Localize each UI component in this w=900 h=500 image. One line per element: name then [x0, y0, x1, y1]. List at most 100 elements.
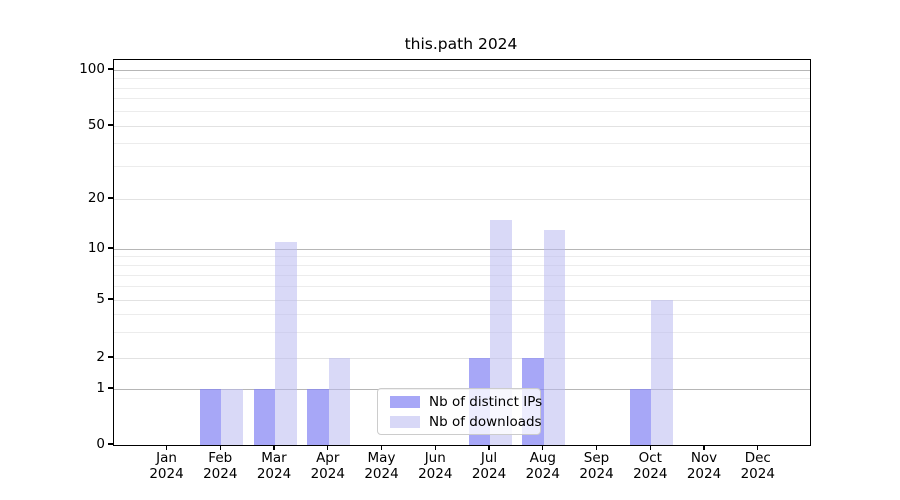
x-tick-mark-may: [380, 445, 383, 450]
x-tick-mark-aug: [542, 445, 544, 450]
x-tick-month: Jan: [156, 450, 177, 466]
x-tick-year: 2024: [203, 465, 238, 482]
x-tick-month: Feb: [208, 450, 233, 466]
x-tick-year: 2024: [418, 465, 453, 482]
x-tick-month: Nov: [690, 450, 718, 466]
x-tick-mark-jan: [165, 445, 168, 450]
y-tick-mark-1: [108, 387, 113, 389]
x-tick-year: 2024: [579, 465, 614, 482]
legend-swatch-downloads: [390, 415, 420, 428]
gridline-y-7: [114, 274, 810, 276]
plot-area: Nb of distinct IPs Nb of downloads: [113, 59, 811, 446]
bar-downloads-aug: [543, 230, 566, 445]
x-tick-month: Aug: [529, 450, 556, 466]
x-tick-label-sep: Sep 2024: [567, 450, 627, 482]
x-tick-label-oct: Oct 2024: [620, 450, 680, 482]
y-tick-label-0: 0: [96, 436, 105, 452]
x-tick-label-jul: Jul 2024: [459, 450, 519, 482]
gridline-y-80: [114, 87, 810, 89]
gridline-y-60: [114, 110, 810, 112]
x-tick-label-nov: Nov 2024: [674, 450, 734, 482]
legend-label-downloads: Nb of downloads: [429, 413, 542, 430]
x-tick-label-apr: Apr 2024: [298, 450, 358, 482]
x-tick-mark-feb: [219, 445, 221, 450]
y-tick-mark-2: [108, 356, 113, 358]
x-tick-mark-oct: [649, 445, 651, 450]
x-tick-month: Dec: [744, 450, 771, 466]
gridline-y-100: [114, 69, 810, 71]
x-tick-label-aug: Aug 2024: [513, 450, 573, 482]
x-tick-month: Jun: [424, 450, 446, 466]
bar-downloads-feb: [221, 389, 243, 445]
x-tick-month: May: [367, 450, 396, 466]
y-tick-label-20: 20: [87, 190, 105, 206]
x-tick-year: 2024: [633, 465, 668, 482]
gridline-y-50: [114, 125, 810, 127]
legend-label-distinct-ips: Nb of distinct IPs: [429, 393, 543, 410]
bar-distinct-ips-oct: [629, 389, 652, 445]
y-tick-mark-20: [108, 197, 113, 199]
y-tick-label-1: 1: [96, 380, 105, 396]
x-tick-label-jan: Jan 2024: [137, 450, 197, 482]
chart-title: this.path 2024: [404, 35, 518, 53]
gridline-y-9: [114, 256, 810, 258]
x-tick-year: 2024: [149, 465, 184, 482]
gridline-y-90: [114, 78, 810, 80]
y-tick-label-100: 100: [79, 61, 105, 77]
x-tick-year: 2024: [364, 465, 399, 482]
y-tick-mark-100: [108, 68, 113, 70]
x-tick-mark-apr: [327, 445, 329, 450]
gridline-y-20: [114, 198, 810, 200]
gridline-y-30: [114, 166, 810, 168]
gridline-y-4: [114, 313, 810, 315]
legend-swatch-distinct-ips: [390, 395, 420, 408]
x-tick-year: 2024: [686, 465, 722, 482]
bar-distinct-ips-mar: [253, 389, 275, 445]
bar-distinct-ips-apr: [307, 389, 329, 445]
x-tick-label-mar: Mar 2024: [244, 450, 304, 482]
gridline-y-3: [114, 331, 810, 333]
x-tick-label-dec: Dec 2024: [728, 450, 788, 482]
bar-distinct-ips-feb: [199, 389, 222, 445]
gridline-y-5: [114, 299, 810, 301]
gridline-y-70: [114, 98, 810, 100]
x-tick-mark-sep: [595, 445, 598, 450]
y-tick-mark-50: [108, 124, 113, 126]
legend: Nb of distinct IPs Nb of downloads: [377, 388, 543, 435]
bar-downloads-apr: [328, 358, 351, 445]
x-tick-month: Jul: [480, 450, 498, 466]
y-tick-mark-10: [108, 247, 113, 249]
y-tick-mark-5: [108, 298, 113, 300]
legend-item-downloads: Nb of downloads: [390, 413, 542, 430]
x-tick-mark-mar: [273, 445, 275, 450]
x-tick-month: Apr: [316, 450, 340, 466]
x-tick-month: Oct: [638, 450, 662, 466]
y-tick-mark-0: [108, 443, 113, 445]
y-tick-label-10: 10: [87, 240, 105, 256]
y-tick-label-50: 50: [87, 117, 105, 133]
x-tick-year: 2024: [310, 465, 345, 482]
x-tick-month: Mar: [261, 450, 287, 466]
gridline-y-2: [114, 357, 810, 359]
gridline-y-10: [114, 248, 810, 250]
x-tick-label-may: May 2024: [352, 450, 412, 482]
x-tick-mark-jun: [434, 445, 436, 450]
bar-downloads-mar: [275, 242, 297, 445]
legend-item-distinct-ips: Nb of distinct IPs: [390, 393, 543, 410]
y-tick-label-5: 5: [96, 291, 105, 307]
bar-downloads-oct: [651, 300, 673, 445]
x-tick-year: 2024: [740, 465, 775, 482]
x-tick-label-feb: Feb 2024: [190, 450, 250, 482]
x-tick-year: 2024: [525, 465, 560, 482]
x-tick-year: 2024: [471, 465, 507, 482]
gridline-y-8: [114, 264, 810, 266]
x-tick-mark-nov: [703, 445, 705, 450]
y-tick-label-2: 2: [96, 349, 105, 365]
gridline-y-6: [114, 286, 810, 288]
x-tick-mark-jul: [488, 445, 490, 450]
x-tick-month: Sep: [583, 450, 610, 466]
x-tick-year: 2024: [256, 465, 292, 482]
x-tick-mark-dec: [757, 445, 759, 450]
x-tick-label-jun: Jun 2024: [405, 450, 465, 482]
